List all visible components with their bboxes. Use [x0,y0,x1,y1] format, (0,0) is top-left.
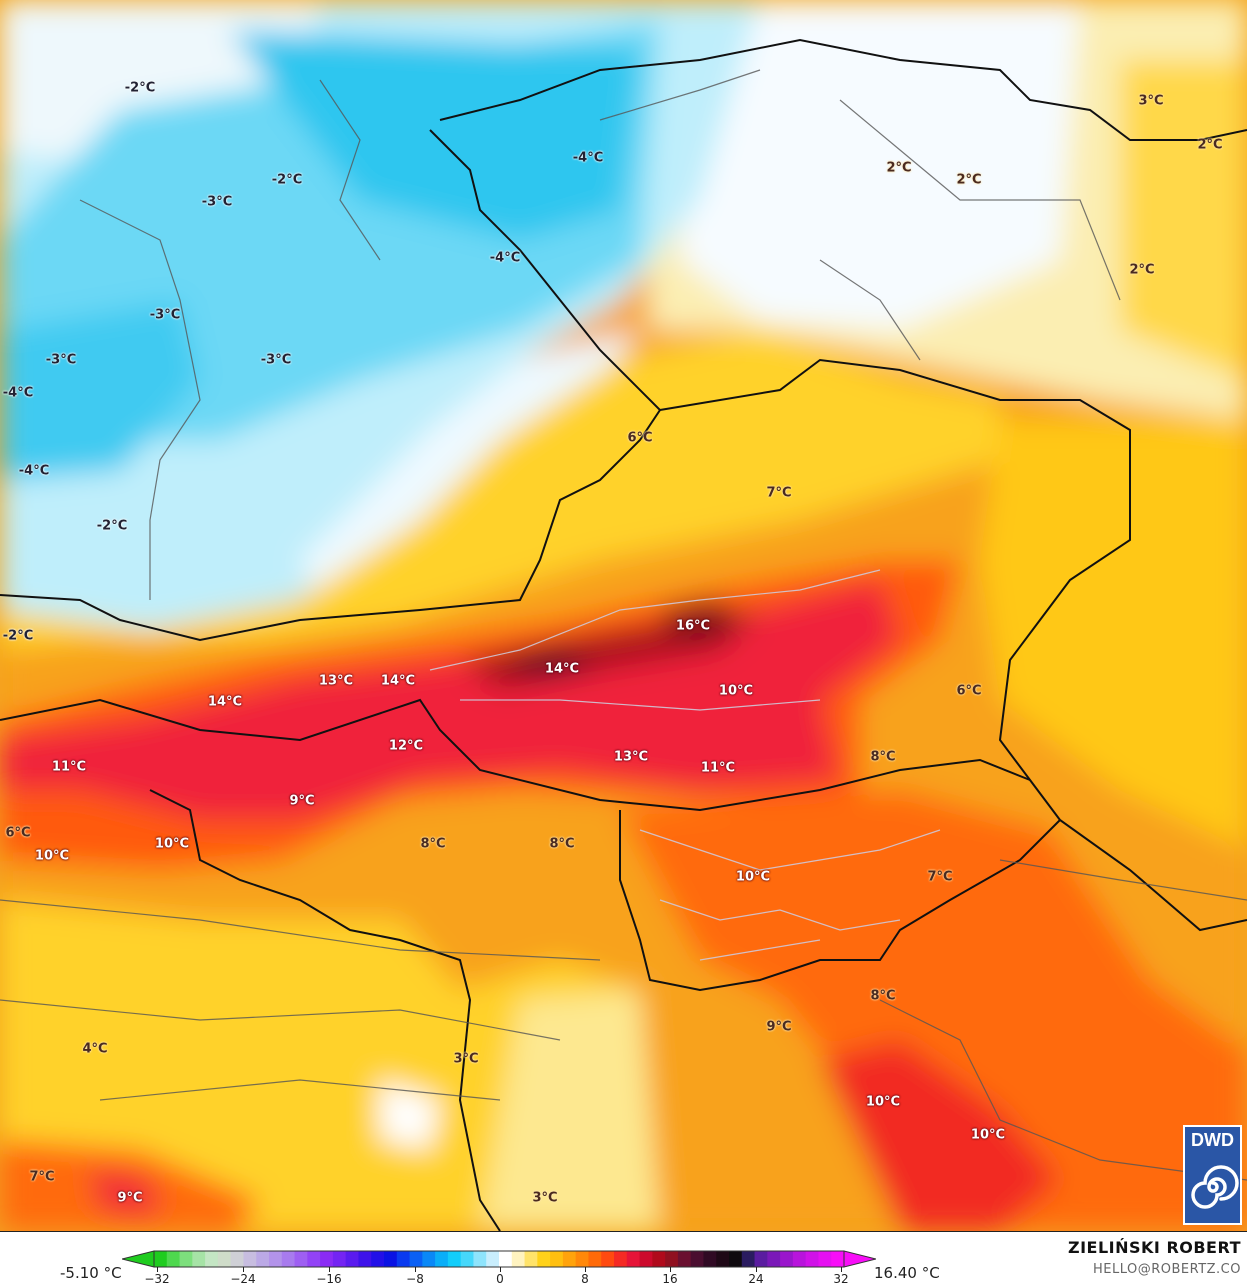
temperature-label: -3°C [149,307,181,323]
temperature-label: -2°C [271,172,303,188]
tick-mark [500,1267,501,1272]
temperature-label: 10°C [970,1127,1006,1143]
temperature-label: 14°C [207,694,243,710]
temperature-label: 7°C [766,485,792,501]
tick-label: 32 [833,1272,849,1286]
min-value-label: -5.10 °C [60,1264,122,1282]
temperature-label: 16°C [675,618,711,634]
tick-label: −16 [316,1272,342,1286]
temperature-label: -3°C [45,352,77,368]
tick-label: 24 [748,1272,764,1286]
temperature-label: 6°C [5,825,31,841]
temperature-label: -2°C [96,518,128,534]
temperature-label: 8°C [870,988,896,1004]
temperature-label: 11°C [700,760,736,776]
temperature-label: 14°C [380,673,416,689]
temperature-label: 2°C [886,160,912,176]
temperature-label: 10°C [735,869,771,885]
map-fill [0,0,1247,1231]
temperature-label: 13°C [318,673,354,689]
temperature-label: 12°C [388,738,424,754]
temperature-label: 2°C [1129,262,1155,278]
colorbar [122,1250,876,1268]
temperature-label: 8°C [549,836,575,852]
max-value-label: 16.40 °C [874,1264,940,1282]
tick-label: 8 [581,1272,589,1286]
tick-label: 16 [662,1272,678,1286]
temperature-label: -2°C [2,628,34,644]
temperature-label: -4°C [2,385,34,401]
temperature-map: -2°C -2°C -3°C -4°C -4°C -3°C -3°C -3°C -4°C -4°C… [0,0,1247,1231]
temperature-label: 14°C [544,661,580,677]
temperature-label: 6°C [956,683,982,699]
tick-mark [329,1267,330,1272]
spiral-icon [1191,1165,1239,1209]
temperature-label: 3°C [532,1190,558,1206]
temperature-label: 6°C [627,430,653,446]
temperature-label: 10°C [154,836,190,852]
legend-bar: -5.10 °C −32 −24 −16 −8 0 8 16 24 32 16.40 °C ZI… [0,1231,1247,1288]
author-name: ZIELIŃSKI ROBERT [1067,1238,1241,1257]
temperature-label: -3°C [201,194,233,210]
tick-mark [756,1267,757,1272]
tick-mark [415,1267,416,1272]
tick-mark [841,1267,842,1272]
tick-label: 0 [496,1272,504,1286]
temperature-label: 3°C [1138,93,1164,109]
tick-mark [243,1267,244,1272]
temperature-label: 9°C [117,1190,143,1206]
dwd-logo-text: DWD [1191,1130,1234,1150]
temperature-label: 2°C [956,172,982,188]
temperature-label: 7°C [927,869,953,885]
tick-label: −8 [406,1272,424,1286]
author-email: HELLO@ROBERTZ.CO [1092,1262,1241,1277]
temperature-label: 2°C [1197,137,1223,153]
tick-mark [157,1267,158,1272]
temperature-label: 8°C [420,836,446,852]
temperature-label: 13°C [613,749,649,765]
temperature-label: -3°C [260,352,292,368]
temperature-label: 11°C [51,759,87,775]
temperature-label: 3°C [453,1051,479,1067]
temperature-label: 7°C [29,1169,55,1185]
temperature-label: -2°C [124,80,156,96]
temperature-label: 9°C [289,793,315,809]
temperature-label: 10°C [718,683,754,699]
tick-mark [670,1267,671,1272]
tick-label: −32 [144,1272,170,1286]
dwd-logo: DWD [1183,1125,1242,1225]
temperature-label: 4°C [82,1041,108,1057]
tick-label: −24 [230,1272,256,1286]
temperature-label: -4°C [489,250,521,266]
temperature-label: 9°C [766,1019,792,1035]
temperature-label: -4°C [572,150,604,166]
temperature-label: 10°C [865,1094,901,1110]
temperature-label: 10°C [34,848,70,864]
temperature-label: -4°C [18,463,50,479]
tick-mark [585,1267,586,1272]
temperature-label: 8°C [870,749,896,765]
